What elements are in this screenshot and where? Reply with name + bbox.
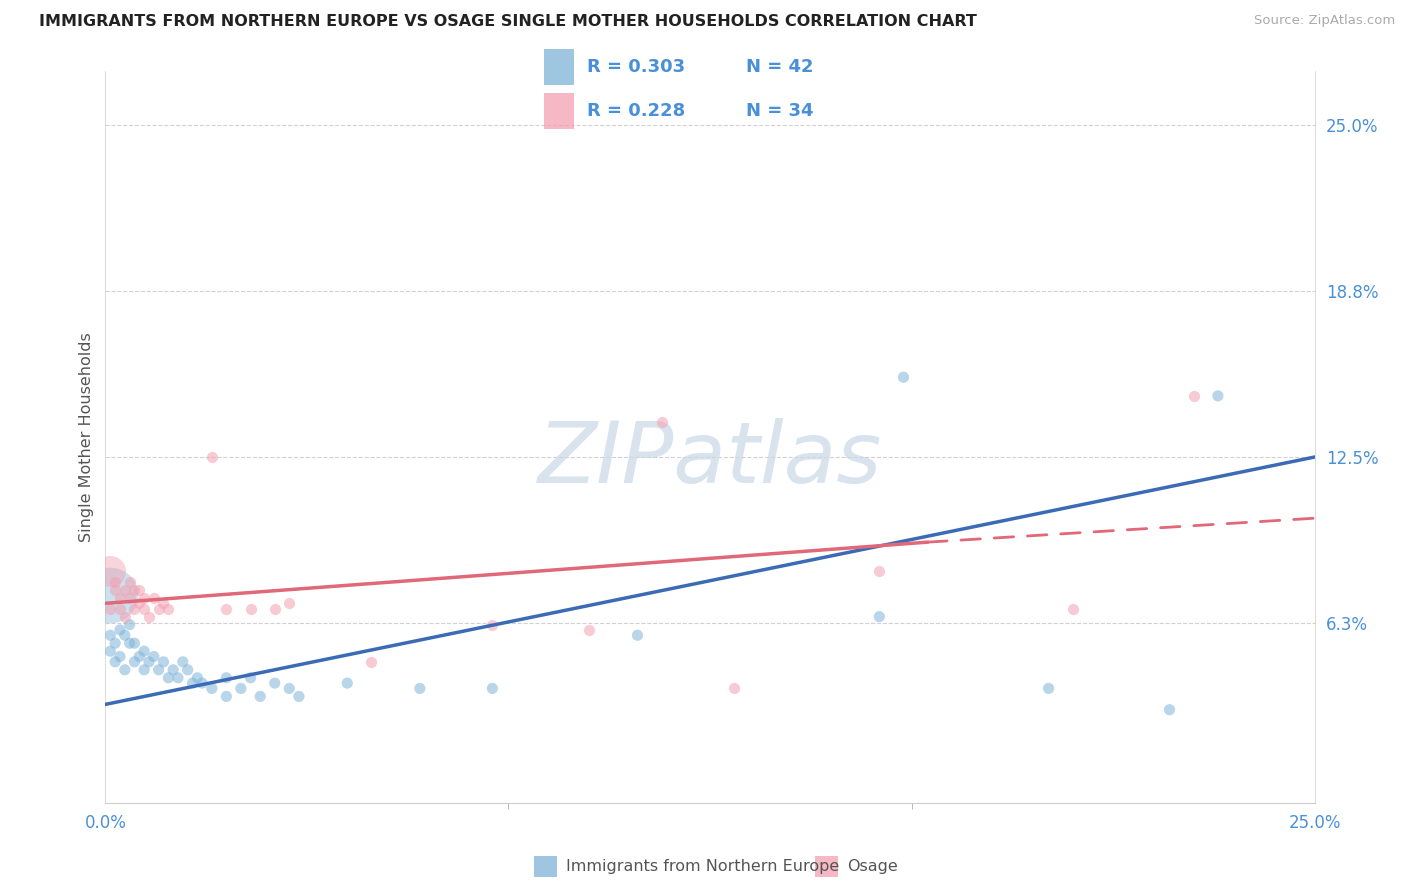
Point bbox=[626, 628, 648, 642]
Point bbox=[249, 690, 271, 704]
Text: IMMIGRANTS FROM NORTHERN EUROPE VS OSAGE SINGLE MOTHER HOUSEHOLDS CORRELATION CH: IMMIGRANTS FROM NORTHERN EUROPE VS OSAGE… bbox=[39, 14, 977, 29]
Text: R = 0.303: R = 0.303 bbox=[588, 58, 685, 76]
Point bbox=[98, 565, 121, 579]
Point bbox=[172, 655, 194, 669]
Point bbox=[723, 681, 745, 696]
Bar bbox=[544, 94, 574, 129]
Point bbox=[481, 681, 503, 696]
Point bbox=[239, 601, 262, 615]
Point bbox=[98, 588, 121, 602]
Point bbox=[263, 676, 285, 690]
Point bbox=[278, 681, 301, 696]
Point bbox=[278, 596, 301, 610]
Point bbox=[104, 636, 127, 650]
Point bbox=[148, 663, 170, 677]
Point bbox=[152, 655, 174, 669]
Point bbox=[114, 663, 136, 677]
Point bbox=[104, 655, 127, 669]
Point bbox=[191, 676, 214, 690]
Point bbox=[893, 370, 915, 384]
Point bbox=[1159, 703, 1181, 717]
Bar bbox=[534, 856, 557, 877]
Point bbox=[157, 601, 180, 615]
Point bbox=[186, 671, 208, 685]
Text: Source: ZipAtlas.com: Source: ZipAtlas.com bbox=[1254, 14, 1395, 28]
Point bbox=[176, 663, 198, 677]
Point bbox=[104, 575, 127, 590]
Point bbox=[1182, 389, 1205, 403]
Point bbox=[114, 628, 136, 642]
Point bbox=[114, 582, 136, 597]
Point bbox=[118, 575, 141, 590]
Point bbox=[651, 416, 673, 430]
Point bbox=[108, 623, 131, 637]
Point bbox=[98, 601, 121, 615]
Point bbox=[128, 596, 150, 610]
Point bbox=[108, 591, 131, 605]
Point bbox=[229, 681, 252, 696]
Point bbox=[124, 601, 146, 615]
Text: Osage: Osage bbox=[846, 859, 898, 873]
Point bbox=[239, 671, 262, 685]
Point bbox=[124, 636, 146, 650]
Point bbox=[108, 601, 131, 615]
Point bbox=[868, 609, 890, 624]
Point bbox=[868, 565, 890, 579]
Text: N = 34: N = 34 bbox=[745, 102, 813, 120]
Point bbox=[114, 609, 136, 624]
Point bbox=[1062, 601, 1084, 615]
Point bbox=[167, 671, 190, 685]
Point bbox=[142, 649, 165, 664]
Point bbox=[1038, 681, 1060, 696]
Point bbox=[134, 644, 156, 658]
Point bbox=[215, 671, 238, 685]
Point bbox=[124, 655, 146, 669]
Point bbox=[128, 582, 150, 597]
Point bbox=[181, 676, 204, 690]
Y-axis label: Single Mother Households: Single Mother Households bbox=[79, 332, 94, 542]
Point bbox=[138, 655, 160, 669]
Point bbox=[134, 601, 156, 615]
Point bbox=[134, 663, 156, 677]
Text: N = 42: N = 42 bbox=[745, 58, 813, 76]
Point bbox=[98, 628, 121, 642]
Bar bbox=[815, 856, 838, 877]
Point bbox=[108, 649, 131, 664]
Point bbox=[481, 617, 503, 632]
Point bbox=[148, 601, 170, 615]
Point bbox=[124, 582, 146, 597]
Point bbox=[201, 450, 224, 464]
Point bbox=[578, 623, 600, 637]
Point bbox=[336, 676, 359, 690]
Point bbox=[134, 591, 156, 605]
Text: Immigrants from Northern Europe: Immigrants from Northern Europe bbox=[567, 859, 839, 873]
Text: ZIPatlas: ZIPatlas bbox=[538, 417, 882, 500]
Point bbox=[152, 596, 174, 610]
Point bbox=[118, 617, 141, 632]
Point bbox=[263, 601, 285, 615]
Point bbox=[98, 644, 121, 658]
Point bbox=[360, 655, 382, 669]
Point bbox=[142, 591, 165, 605]
Text: R = 0.228: R = 0.228 bbox=[588, 102, 685, 120]
Point bbox=[128, 649, 150, 664]
Point bbox=[104, 582, 127, 597]
Bar bbox=[544, 49, 574, 85]
Point bbox=[409, 681, 432, 696]
Point bbox=[162, 663, 184, 677]
Point bbox=[118, 591, 141, 605]
Point bbox=[1206, 389, 1229, 403]
Point bbox=[118, 636, 141, 650]
Point bbox=[201, 681, 224, 696]
Point bbox=[215, 690, 238, 704]
Point bbox=[215, 601, 238, 615]
Point bbox=[157, 671, 180, 685]
Point bbox=[288, 690, 311, 704]
Point bbox=[138, 609, 160, 624]
